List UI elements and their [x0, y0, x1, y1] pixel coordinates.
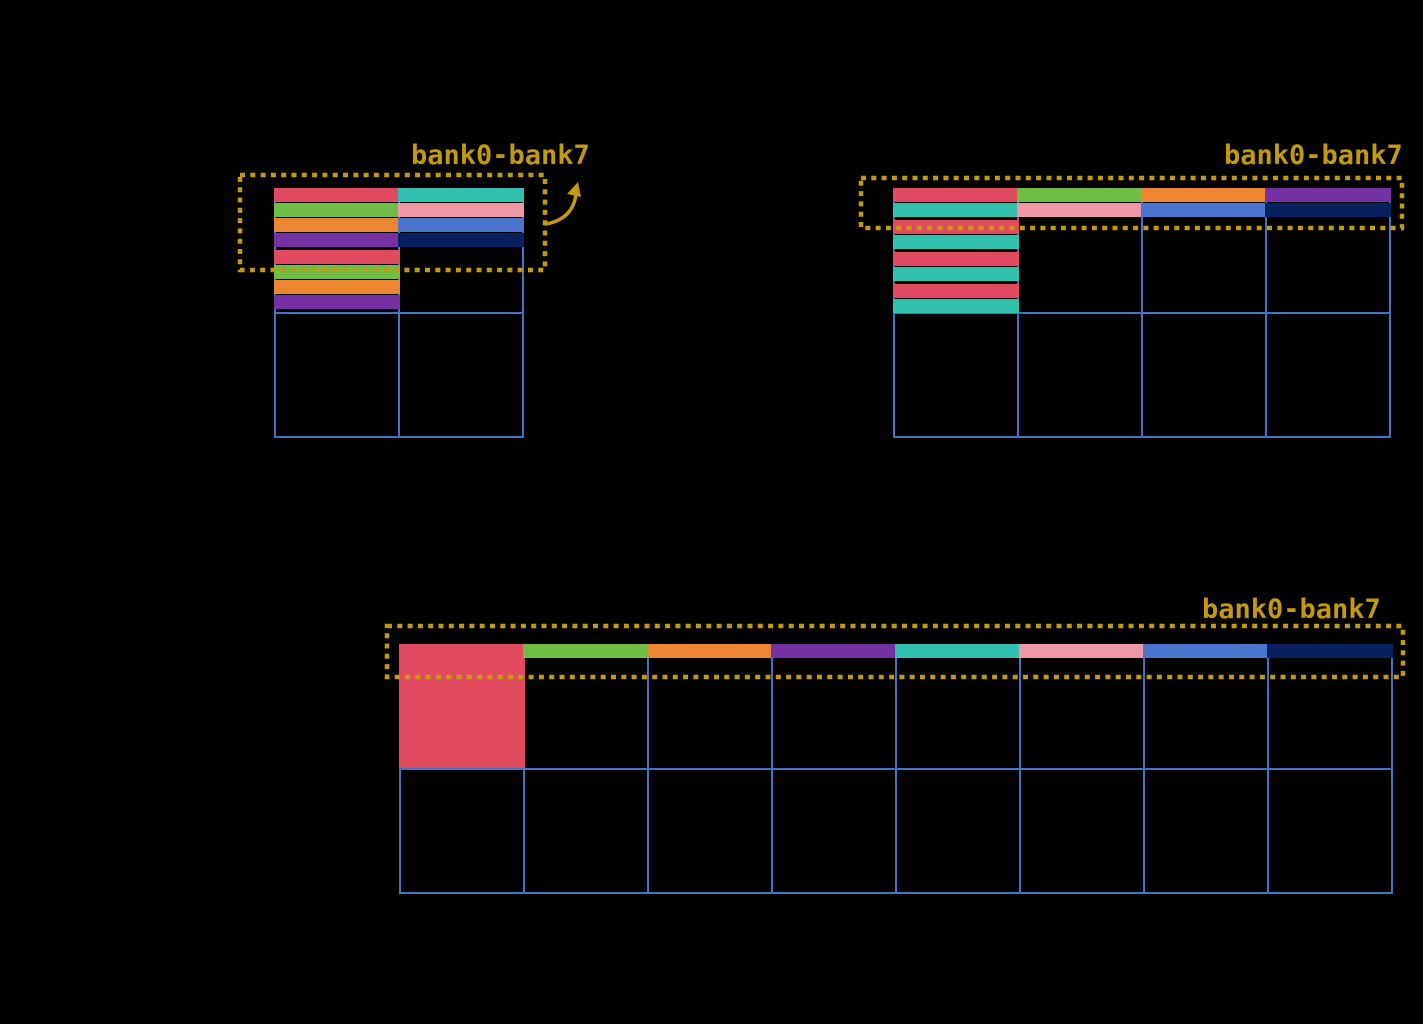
bank-stripe-pink [398, 203, 524, 217]
bank-stripe-purple [771, 644, 897, 658]
bank-stripe-purple [274, 233, 400, 247]
curved-arrow-shaft [544, 192, 578, 226]
bank-stripe-purple [274, 295, 400, 309]
bank-stripe-pink [1019, 644, 1145, 658]
bank-range-label-2: bank0-bank7 [1224, 140, 1403, 171]
bank-stripe-teal [893, 267, 1019, 281]
bank-stripe-orange [274, 218, 400, 232]
grid-line-horizontal [893, 312, 1391, 314]
bank-stripe-orange [274, 280, 400, 294]
bank-grid-four-column [893, 188, 1391, 438]
bank-stripe-teal [398, 188, 524, 202]
bank-stripe-green [523, 644, 649, 658]
bank-stripe-navy [398, 233, 524, 247]
grid-line-horizontal [893, 436, 1391, 438]
bank-stripe-blue [398, 218, 524, 232]
bank-stripe-blue [1143, 644, 1269, 658]
bank-range-label-3: bank0-bank7 [1202, 594, 1381, 625]
bank-stripe-green [1017, 188, 1143, 202]
bank-stripe-teal [893, 299, 1019, 313]
bank-range-label-1: bank0-bank7 [411, 140, 590, 171]
bank-stripe-orange [647, 644, 773, 658]
bank-stripe-green [274, 265, 400, 279]
bank-stripe-teal [893, 235, 1019, 249]
bank-stripe-teal [893, 203, 1019, 217]
bank-stripe-red [893, 284, 1019, 298]
bank-stripe-navy [1267, 644, 1393, 658]
bank-stripe-pink [1017, 203, 1143, 217]
bank-grid-eight-column [399, 644, 1393, 894]
bank-stripe-red [893, 220, 1019, 234]
grid-line-horizontal [274, 436, 524, 438]
bank-stripe-teal [895, 644, 1021, 658]
bank-stripe-green [274, 203, 400, 217]
bank-stripe-red [274, 250, 400, 264]
bank-stripe-blue [1141, 203, 1267, 217]
bank-stripe-red [274, 188, 400, 202]
filled-cell-red [399, 644, 525, 768]
bank-stripe-navy [1265, 203, 1391, 217]
grid-line-horizontal [399, 892, 1393, 894]
bank-stripe-orange [1141, 188, 1267, 202]
bank-stripe-red [893, 252, 1019, 266]
bank-stripe-red [893, 188, 1019, 202]
grid-line-horizontal [274, 312, 524, 314]
grid-line-horizontal [399, 768, 1393, 770]
bank-grid-two-column [274, 188, 524, 438]
curved-arrow-head [567, 182, 581, 197]
bank-stripe-purple [1265, 188, 1391, 202]
